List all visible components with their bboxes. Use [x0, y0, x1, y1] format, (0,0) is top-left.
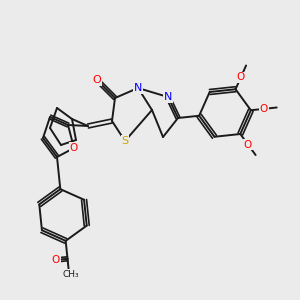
Text: O: O — [244, 140, 252, 149]
Text: O: O — [237, 72, 245, 82]
Text: O: O — [52, 255, 60, 265]
Text: N: N — [134, 83, 142, 93]
Text: CH₃: CH₃ — [63, 270, 79, 279]
Text: O: O — [93, 75, 101, 85]
Text: O: O — [70, 143, 78, 153]
Text: N: N — [164, 92, 172, 102]
Text: S: S — [122, 136, 129, 146]
Text: O: O — [260, 104, 268, 114]
